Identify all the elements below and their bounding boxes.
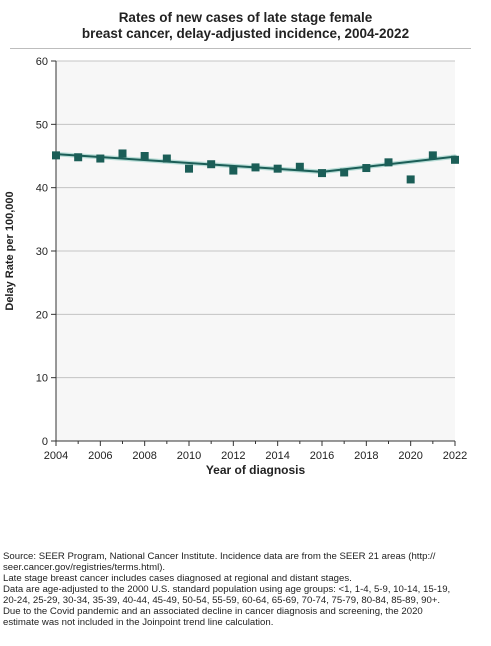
data-point [162, 154, 171, 163]
data-point [428, 151, 437, 160]
data-point [74, 153, 83, 162]
data-point [185, 164, 193, 173]
data-points [52, 149, 459, 184]
y-tick-label: 10 [36, 373, 48, 385]
y-tick-label: 20 [36, 309, 48, 321]
x-tick-label: 2022 [443, 450, 467, 462]
x-tick-label: 2010 [177, 450, 201, 462]
axes: 0 10 20 30 40 50 60 2004 2006 2008 2010 2012 2014 201… [36, 56, 467, 462]
y-tick-label: 0 [42, 436, 48, 448]
title-divider [10, 48, 471, 49]
x-tick-label: 2008 [132, 450, 156, 462]
data-point [406, 175, 415, 184]
data-point [118, 149, 127, 158]
data-point [273, 164, 282, 173]
x-tick-label: 2012 [221, 450, 245, 462]
y-tick-label: 30 [36, 246, 48, 258]
x-tick-label: 2004 [44, 450, 68, 462]
data-point [295, 162, 304, 171]
data-point [251, 163, 260, 172]
data-point [384, 158, 393, 167]
chart-title-line-2: breast cancer, delay-adjusted incidence,… [81, 26, 410, 41]
x-tick-label: 2018 [354, 450, 378, 462]
x-axis-label: Year of diagnosis [206, 463, 306, 477]
y-tick-label: 60 [36, 56, 48, 68]
chart: 0 10 20 30 40 50 60 2004 2006 2008 2010 2012 2014 201… [4, 56, 467, 477]
data-point [451, 155, 459, 164]
y-tick-label: 50 [36, 119, 48, 131]
data-point [229, 166, 238, 175]
data-point [318, 169, 326, 178]
gridlines [56, 60, 455, 379]
footnote-4: Data are age-adjusted to the 2000 U.S. s… [3, 584, 451, 595]
footnote-2: seer.cancer.gov/registries/terms.html). [3, 562, 166, 573]
footnote-7: estimate was not included in the Joinpoi… [3, 617, 274, 628]
x-tick-label: 2006 [88, 450, 112, 462]
footnote-1: Source: SEER Program, National Cancer In… [3, 551, 436, 562]
footnote-6: Due to the Covid pandemic and an associa… [3, 606, 423, 617]
x-tick-label: 2020 [398, 450, 422, 462]
x-tick-label: 2014 [265, 450, 289, 462]
footnote-3: Late stage breast cancer includes cases … [3, 573, 352, 584]
data-point [362, 164, 371, 173]
x-tick-label: 2016 [310, 450, 334, 462]
data-point [340, 168, 349, 177]
chart-title-line-1: Rates of new cases of late stage female [118, 10, 373, 25]
data-point [207, 160, 216, 169]
footnote-5: 20-24, 25-29, 30-34, 35-39, 40-44, 45-49… [3, 595, 441, 606]
y-axis-label: Delay Rate per 100,000 [4, 191, 16, 310]
data-point [96, 154, 105, 163]
y-tick-label: 40 [36, 183, 48, 195]
data-point [52, 151, 60, 160]
data-point [140, 152, 149, 160]
